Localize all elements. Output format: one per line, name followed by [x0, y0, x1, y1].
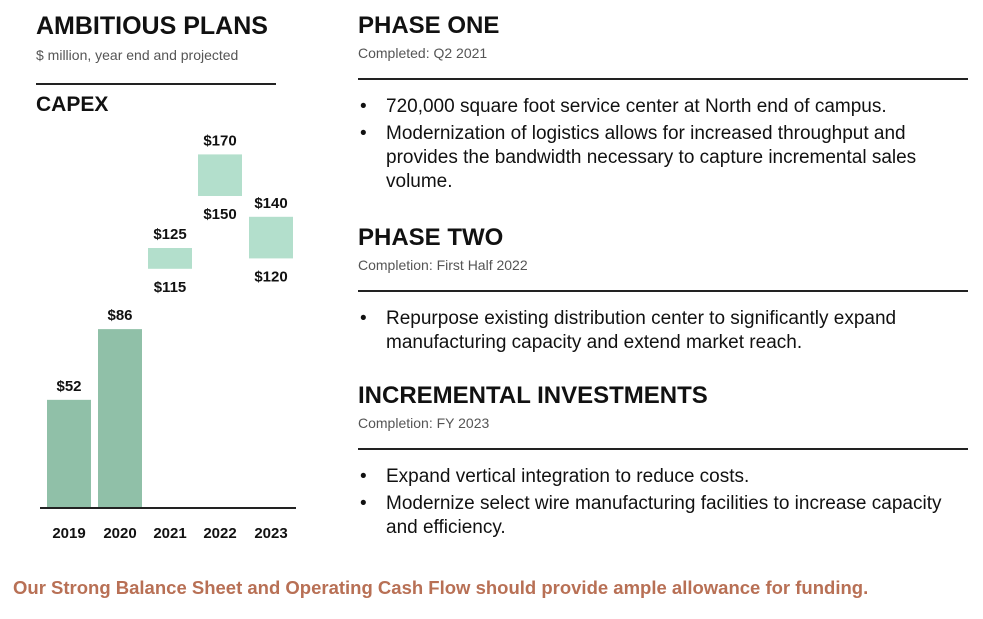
bar-projected-range: [198, 154, 242, 196]
chart-label: CAPEX: [36, 93, 109, 116]
phase-subtitle: Completion: First Half 2022: [358, 257, 528, 273]
x-tick-label: 2021: [153, 525, 186, 542]
divider: [358, 78, 968, 80]
bar-actual: [47, 399, 91, 508]
phase-title: INCREMENTAL INVESTMENTS: [358, 382, 708, 409]
phase-subtitle: Completion: FY 2023: [358, 415, 490, 431]
left-header: AMBITIOUS PLANS $ million, year end and …: [36, 12, 268, 63]
page-title: AMBITIOUS PLANS: [36, 12, 268, 40]
x-tick-label: 2019: [52, 525, 85, 542]
x-tick-label: 2022: [203, 525, 236, 542]
phase-subtitle: Completed: Q2 2021: [358, 45, 488, 61]
data-label-low: $115: [154, 279, 187, 296]
divider: [358, 448, 968, 450]
data-label-low: $150: [203, 206, 236, 223]
bullet-item: Modernization of logistics allows for in…: [358, 122, 968, 194]
data-label: $86: [107, 307, 132, 324]
phase-title: PHASE ONE: [358, 12, 500, 39]
bullet-item: Repurpose existing distribution center t…: [358, 307, 968, 355]
phase-section: PHASE ONE Completed: Q2 2021 720,000 squ…: [358, 12, 968, 197]
bullet-item: Modernize select wire manufacturing faci…: [358, 492, 968, 540]
bullet-item: 720,000 square foot service center at No…: [358, 95, 968, 119]
bar-projected-range: [249, 216, 293, 259]
bullet-item: Expand vertical integration to reduce co…: [358, 465, 968, 489]
data-label: $52: [56, 378, 81, 395]
data-label-high: $170: [203, 132, 236, 149]
phase-section: PHASE TWO Completion: First Half 2022 Re…: [358, 224, 968, 358]
bar-actual: [98, 329, 142, 508]
phase-section: INCREMENTAL INVESTMENTS Completion: FY 2…: [358, 382, 968, 543]
x-tick-label: 2023: [254, 525, 287, 542]
capex-chart: $52 2019 $86 2020 $125 $115 2021 $170 $150 2022 $1…: [40, 132, 296, 542]
x-tick-label: 2020: [103, 525, 136, 542]
divider: [358, 290, 968, 292]
page-subtitle: $ million, year end and projected: [36, 47, 239, 63]
data-label-high: $140: [254, 195, 287, 212]
bar-projected-range: [148, 248, 192, 269]
data-label-low: $120: [254, 268, 287, 285]
divider: [36, 83, 276, 85]
phase-title: PHASE TWO: [358, 224, 504, 251]
data-label-high: $125: [153, 226, 186, 243]
footer-note: Our Strong Balance Sheet and Operating C…: [13, 577, 869, 598]
